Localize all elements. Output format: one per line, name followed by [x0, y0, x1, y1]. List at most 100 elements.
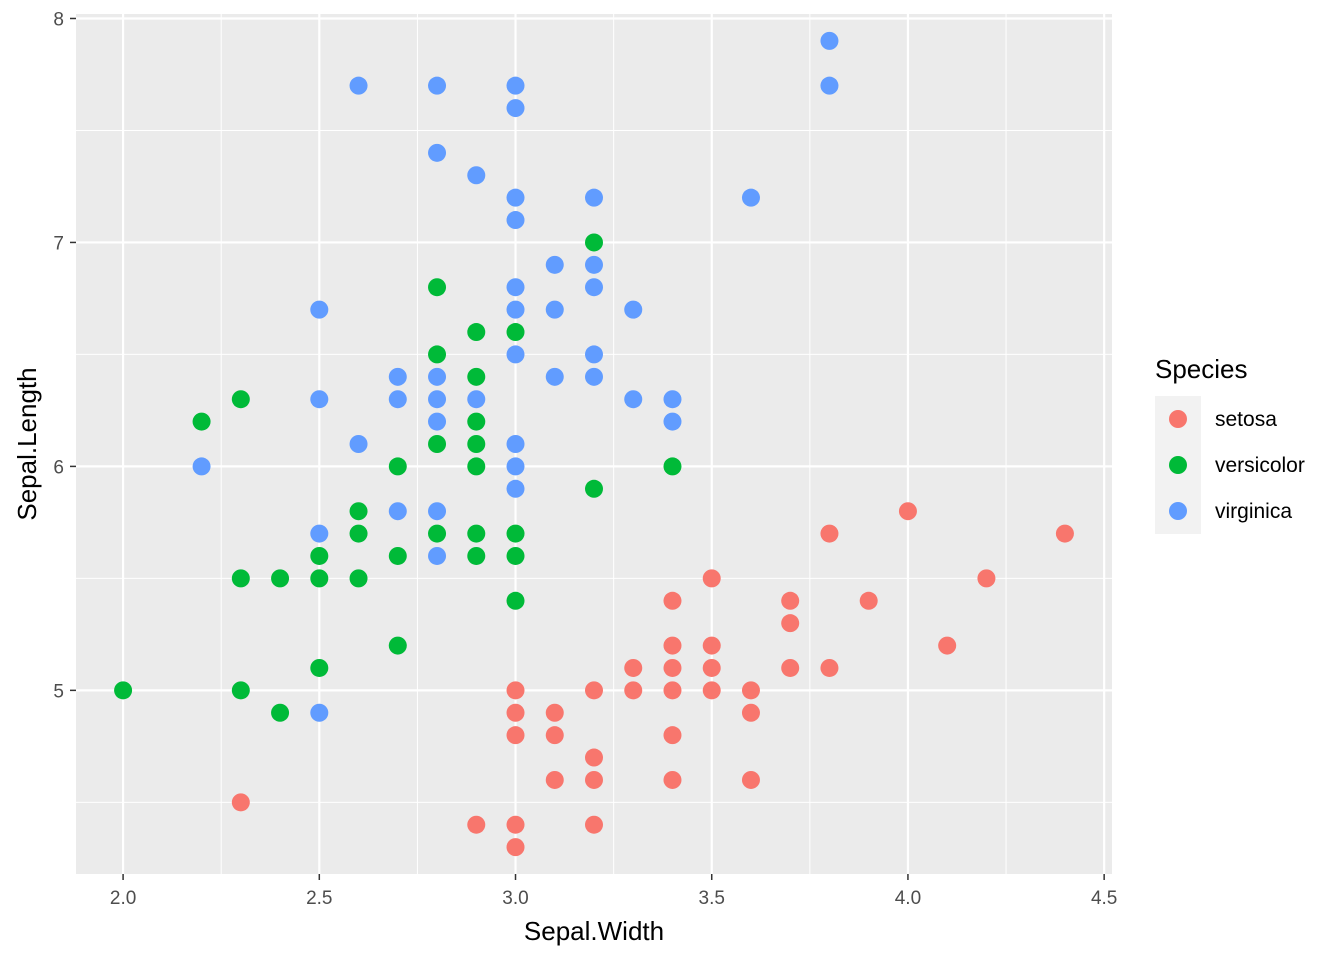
data-point-versicolor — [585, 233, 603, 252]
data-point-setosa — [663, 726, 682, 745]
data-point-virginica — [585, 255, 603, 274]
data-point-virginica — [506, 457, 525, 476]
legend-title: Species — [1155, 354, 1248, 384]
data-point-virginica — [506, 188, 525, 207]
series-versicolor — [114, 233, 682, 722]
legend-item-versicolor: versicolor — [1169, 454, 1305, 477]
data-point-virginica — [624, 390, 643, 409]
data-point-versicolor — [467, 435, 486, 453]
x-tick-label: 3.0 — [502, 888, 528, 909]
data-point-versicolor — [349, 569, 368, 588]
data-point-virginica — [545, 255, 564, 274]
y-tick-label: 5 — [53, 681, 64, 702]
data-point-virginica — [741, 188, 760, 207]
data-point-setosa — [702, 636, 721, 655]
x-axis-title: Sepal.Width — [524, 916, 664, 946]
data-point-setosa — [506, 815, 525, 834]
data-point-setosa — [741, 770, 760, 789]
data-point-virginica — [428, 367, 447, 386]
data-point-versicolor — [388, 546, 407, 565]
data-point-virginica — [585, 188, 603, 207]
y-axis-ticks: 5 6 7 8 — [53, 9, 76, 702]
data-point-setosa — [820, 658, 839, 677]
data-point-virginica — [467, 166, 486, 185]
legend-key-setosa — [1169, 410, 1187, 428]
data-point-setosa — [467, 815, 486, 834]
data-point-versicolor — [310, 658, 329, 677]
data-point-virginica — [663, 412, 682, 431]
data-point-setosa — [781, 658, 800, 677]
legend-label-versicolor: versicolor — [1215, 454, 1305, 477]
data-point-virginica — [585, 367, 603, 386]
data-point-setosa — [585, 770, 603, 789]
data-point-versicolor — [506, 323, 525, 342]
data-point-virginica — [545, 367, 564, 386]
data-point-setosa — [663, 591, 682, 610]
data-point-setosa — [938, 636, 957, 655]
data-point-setosa — [663, 658, 682, 677]
data-point-virginica — [820, 31, 839, 50]
data-point-setosa — [781, 591, 800, 610]
data-point-setosa — [624, 658, 643, 677]
plot-panel — [76, 14, 1112, 874]
data-point-virginica — [388, 367, 407, 386]
data-point-setosa — [663, 770, 682, 789]
data-point-setosa — [545, 703, 564, 722]
data-point-setosa — [977, 569, 996, 588]
data-point-setosa — [663, 681, 682, 700]
data-point-setosa — [585, 681, 603, 700]
data-point-virginica — [506, 300, 525, 319]
data-point-virginica — [585, 278, 603, 297]
x-tick-label: 2.5 — [306, 888, 332, 909]
y-tick-label: 6 — [53, 457, 64, 478]
data-point-setosa — [702, 569, 721, 588]
data-point-virginica — [428, 76, 447, 95]
series-virginica — [192, 31, 839, 722]
data-point-virginica — [428, 546, 447, 565]
data-point-versicolor — [506, 591, 525, 610]
data-point-versicolor — [506, 524, 525, 543]
y-tick-label: 7 — [53, 233, 64, 254]
data-point-virginica — [506, 345, 525, 364]
legend-label-setosa: setosa — [1215, 408, 1277, 431]
data-point-versicolor — [231, 569, 250, 588]
data-point-versicolor — [388, 636, 407, 655]
data-point-virginica — [506, 211, 525, 230]
data-point-virginica — [624, 300, 643, 319]
data-point-virginica — [428, 143, 447, 162]
data-point-virginica — [820, 76, 839, 95]
data-point-setosa — [585, 748, 603, 767]
data-point-setosa — [781, 614, 800, 633]
data-point-setosa — [545, 726, 564, 745]
x-axis-ticks: 2.0 2.5 3.0 3.5 4.0 4.5 — [110, 874, 1117, 909]
data-point-versicolor — [310, 569, 329, 588]
data-point-versicolor — [467, 323, 486, 342]
data-point-virginica — [545, 300, 564, 319]
data-point-virginica — [388, 502, 407, 521]
data-point-virginica — [506, 99, 525, 118]
data-point-setosa — [1055, 524, 1074, 543]
data-point-versicolor — [506, 546, 525, 565]
legend-key-versicolor — [1169, 456, 1187, 474]
data-point-versicolor — [271, 569, 290, 588]
data-point-setosa — [624, 681, 643, 700]
data-point-virginica — [663, 390, 682, 409]
data-point-versicolor — [271, 703, 290, 722]
data-point-setosa — [506, 726, 525, 745]
data-point-versicolor — [231, 681, 250, 700]
x-tick-label: 4.0 — [895, 888, 921, 909]
data-point-setosa — [506, 703, 525, 722]
legend: Species setosa versicolor virginica — [1155, 354, 1305, 534]
data-point-virginica — [349, 76, 368, 95]
minor-gridlines — [76, 14, 1112, 874]
data-point-setosa — [741, 703, 760, 722]
data-point-virginica — [428, 390, 447, 409]
series-setosa — [231, 502, 1074, 857]
data-point-versicolor — [114, 681, 133, 700]
data-point-setosa — [663, 636, 682, 655]
legend-item-setosa: setosa — [1169, 408, 1277, 431]
data-point-versicolor — [428, 524, 447, 543]
data-point-virginica — [467, 390, 486, 409]
data-point-virginica — [506, 76, 525, 95]
